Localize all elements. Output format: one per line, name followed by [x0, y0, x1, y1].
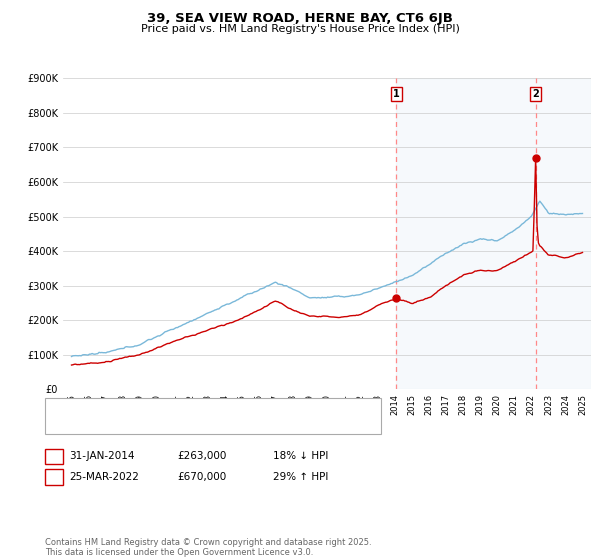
Bar	[397, 78, 591, 389]
Text: 18% ↓ HPI: 18% ↓ HPI	[273, 451, 328, 461]
Text: £263,000: £263,000	[177, 451, 226, 461]
Text: 2: 2	[532, 89, 539, 99]
Text: 2: 2	[50, 472, 58, 482]
Text: 29% ↑ HPI: 29% ↑ HPI	[273, 472, 328, 482]
Text: 39, SEA VIEW ROAD, HERNE BAY, CT6 6JB: 39, SEA VIEW ROAD, HERNE BAY, CT6 6JB	[147, 12, 453, 25]
Text: 1: 1	[393, 89, 400, 99]
Text: Contains HM Land Registry data © Crown copyright and database right 2025.
This d: Contains HM Land Registry data © Crown c…	[45, 538, 371, 557]
Text: 25-MAR-2022: 25-MAR-2022	[69, 472, 139, 482]
Text: Price paid vs. HM Land Registry's House Price Index (HPI): Price paid vs. HM Land Registry's House …	[140, 24, 460, 34]
Text: 1: 1	[50, 451, 58, 461]
Text: 31-JAN-2014: 31-JAN-2014	[69, 451, 134, 461]
Text: £670,000: £670,000	[177, 472, 226, 482]
Text: 39, SEA VIEW ROAD, HERNE BAY, CT6 6JB (detached house): 39, SEA VIEW ROAD, HERNE BAY, CT6 6JB (d…	[75, 403, 367, 413]
Text: HPI: Average price, detached house, Canterbury: HPI: Average price, detached house, Cant…	[75, 419, 311, 429]
